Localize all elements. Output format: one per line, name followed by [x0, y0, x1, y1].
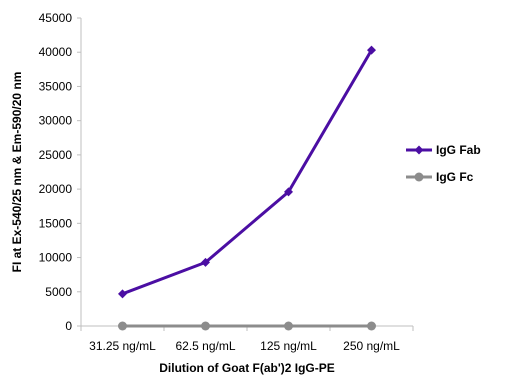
data-point-igg-fc — [284, 321, 293, 331]
series-igg-fc — [118, 321, 376, 331]
legend-marker — [414, 172, 424, 182]
legend-label: IgG Fc — [436, 170, 474, 184]
y-tick-label: 30000 — [39, 114, 73, 128]
legend-label: IgG Fab — [436, 143, 481, 157]
data-point-igg-fc — [201, 321, 210, 331]
x-tick-label: 250 ng/mL — [343, 339, 400, 353]
data-point-igg-fab — [284, 187, 293, 197]
y-tick-label: 0 — [65, 319, 72, 333]
legend-item-igg-fab: IgG Fab — [406, 143, 481, 157]
y-tick-label: 25000 — [39, 148, 73, 162]
data-point-igg-fc — [367, 321, 376, 331]
data-point-igg-fc — [118, 321, 127, 331]
y-tick-label: 35000 — [39, 79, 73, 93]
x-tick-label: 62.5 ng/mL — [175, 339, 235, 353]
y-tick-label: 5000 — [45, 285, 72, 299]
x-tick-label: 31.25 ng/mL — [89, 339, 156, 353]
y-tick-label: 15000 — [39, 216, 73, 230]
x-axis-title: Dilution of Goat F(ab')2 IgG-PE — [159, 361, 335, 375]
series-line-igg-fab — [121, 49, 373, 296]
data-point-igg-fab — [201, 257, 210, 267]
x-tick-labels: 31.25 ng/mL 62.5 ng/mL 125 ng/mL 250 ng/mL — [80, 326, 414, 353]
y-tick-label: 40000 — [39, 45, 73, 59]
series — [118, 45, 376, 331]
y-tick-labels: 0 5000 10000 15000 20000 25000 30000 35000 40000… — [39, 11, 81, 333]
legend-marker — [414, 145, 424, 155]
y-tick-label: 45000 — [39, 11, 73, 25]
y-tick-label: 10000 — [39, 251, 73, 265]
data-point-igg-fab — [118, 289, 127, 299]
data-point-igg-fab — [367, 45, 376, 55]
legend-item-igg-fc: IgG Fc — [406, 170, 474, 184]
y-tick-label: 20000 — [39, 182, 73, 196]
legend: IgG Fab IgG Fc — [406, 143, 481, 184]
series-igg-fab — [118, 45, 376, 299]
y-axis-title: FI at Ex-540/25 nm & Em-590/20 nm — [10, 72, 24, 273]
x-tick-label: 125 ng/mL — [260, 339, 317, 353]
